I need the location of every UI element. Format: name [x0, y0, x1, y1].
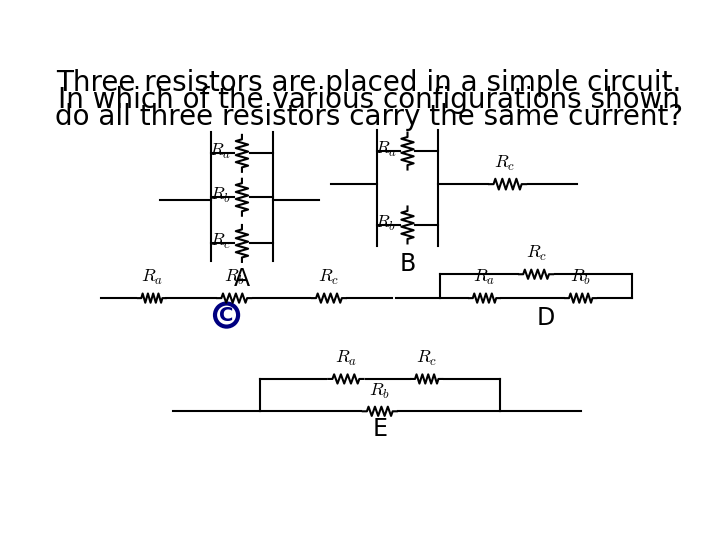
Text: $R_{b}$: $R_{b}$	[224, 268, 245, 287]
Text: $R_{c}$: $R_{c}$	[210, 232, 231, 252]
Text: $R_{b}$: $R_{b}$	[369, 381, 390, 401]
Text: E: E	[372, 417, 387, 442]
Text: $R_{a}$: $R_{a}$	[141, 268, 163, 287]
Text: $R_{b}$: $R_{b}$	[210, 186, 231, 205]
Text: A: A	[234, 267, 250, 291]
Text: D: D	[537, 306, 555, 330]
Text: $R_{a}$: $R_{a}$	[335, 349, 357, 368]
Text: $R_{b}$: $R_{b}$	[375, 214, 397, 233]
Text: $R_{c}$: $R_{c}$	[494, 154, 515, 173]
Text: Three resistors are placed in a simple circuit.: Three resistors are placed in a simple c…	[56, 69, 682, 97]
Text: do all three resistors carry the same current?: do all three resistors carry the same cu…	[55, 103, 683, 131]
Text: $R_{c}$: $R_{c}$	[526, 245, 546, 264]
Text: $R_{b}$: $R_{b}$	[570, 268, 591, 287]
Text: $R_{a}$: $R_{a}$	[474, 268, 495, 287]
Text: $R_{a}$: $R_{a}$	[210, 142, 231, 161]
Text: B: B	[400, 252, 415, 276]
Text: $R_{c}$: $R_{c}$	[416, 349, 437, 368]
Text: In which of the various configurations shown: In which of the various configurations s…	[58, 85, 680, 113]
Text: $R_{c}$: $R_{c}$	[318, 268, 340, 287]
Text: C: C	[220, 306, 234, 325]
Text: $R_{a}$: $R_{a}$	[375, 140, 397, 159]
